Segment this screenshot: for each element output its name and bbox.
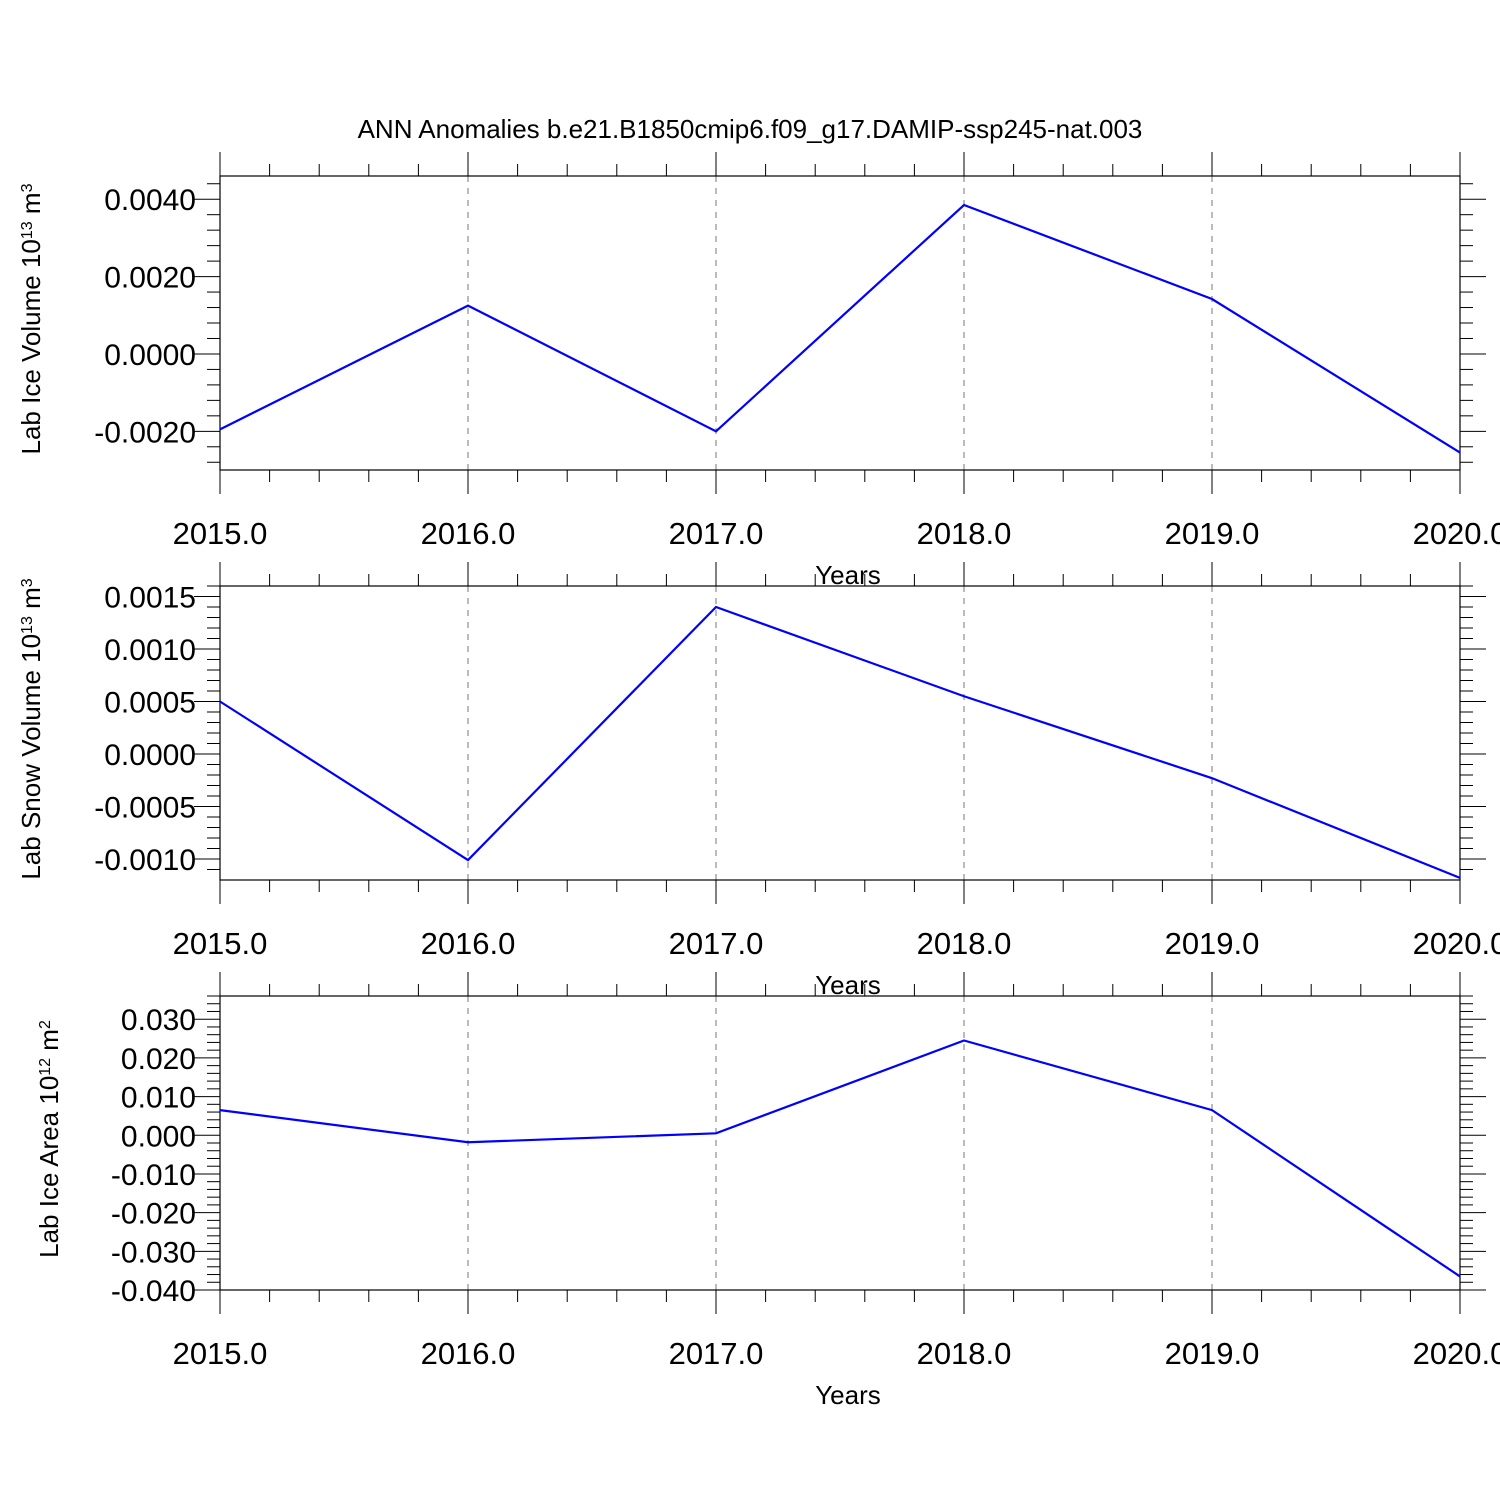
x-tick-label: 2015.0 [173, 926, 268, 961]
x-tick-label: 2016.0 [421, 1336, 516, 1371]
y-tick-label: 0.0040 [104, 184, 196, 217]
x-tick-label: 2016.0 [421, 926, 516, 961]
figure-title: ANN Anomalies b.e21.B1850cmip6.f09_g17.D… [358, 114, 1143, 144]
y-axis-title-superscript: 3 [19, 183, 36, 192]
y-tick-label: -0.0010 [94, 844, 196, 877]
x-axis-title: Years [815, 970, 881, 1000]
y-tick-label: 0.0005 [104, 687, 196, 720]
y-axis-title-part: Lab Ice Volume 10 [16, 239, 46, 454]
y-tick-label: -0.010 [111, 1159, 196, 1192]
y-tick-label: 0.0015 [104, 582, 196, 615]
y-tick-label: 0.000 [121, 1120, 196, 1153]
x-tick-label: 2017.0 [669, 516, 764, 551]
y-axis-title-superscript: 3 [19, 578, 36, 587]
x-axis-title: Years [815, 1380, 881, 1410]
y-axis-title: Lab Ice Volume 1013 m3 [16, 183, 46, 454]
y-tick-label: 0.0000 [104, 739, 196, 772]
y-tick-label: 0.0020 [104, 262, 196, 295]
y-axis-title-part: Lab Snow Volume 10 [16, 634, 46, 880]
y-axis-title-superscript: 12 [37, 1058, 54, 1076]
y-axis-title: Lab Snow Volume 1013 m3 [16, 578, 46, 879]
y-axis-title-part: m [34, 1029, 64, 1058]
panel-2: 2015.0 2016.0 2017.0 2018.0 2019.0 2020.0 -0.0… [16, 562, 1500, 1000]
x-tick-label: 2019.0 [1165, 926, 1260, 961]
x-tick-label: 2018.0 [917, 516, 1012, 551]
y-tick-label: 0.0010 [104, 634, 196, 667]
plot-frame [219, 175, 1461, 471]
x-tick-label: 2015.0 [173, 1336, 268, 1371]
x-tick-label: 2019.0 [1165, 1336, 1260, 1371]
x-tick-label: 2017.0 [669, 926, 764, 961]
x-axis-title: Years [815, 560, 881, 590]
y-axis-title-superscript: 13 [19, 221, 36, 239]
y-tick-label: 0.010 [121, 1082, 196, 1115]
panel-1: 2015.0 2016.0 2017.0 2018.0 2019.0 2020.0 -0.0… [16, 152, 1500, 590]
x-tick-label: 2020.0 [1413, 1336, 1500, 1371]
plot-frame [219, 585, 1461, 881]
y-tick-label: -0.020 [111, 1198, 196, 1231]
series-line [219, 1039, 1461, 1278]
y-tick-label: -0.040 [111, 1275, 196, 1308]
y-axis-title-superscript: 2 [37, 1020, 54, 1029]
x-tick-label: 2015.0 [173, 516, 268, 551]
y-axis-title-part: m [16, 587, 46, 616]
y-axis-title-part: Lab Ice Area 10 [34, 1076, 64, 1258]
x-tick-label: 2018.0 [917, 926, 1012, 961]
y-tick-label: -0.0005 [94, 792, 196, 825]
x-tick-label: 2018.0 [917, 1336, 1012, 1371]
y-axis-title-superscript: 13 [19, 616, 36, 634]
x-tick-label: 2020.0 [1413, 926, 1500, 961]
x-tick-label: 2019.0 [1165, 516, 1260, 551]
y-axis-title-part: m [16, 192, 46, 221]
plot-frame [219, 995, 1461, 1291]
x-tick-label: 2020.0 [1413, 516, 1500, 551]
x-tick-label: 2016.0 [421, 516, 516, 551]
y-axis-title: Lab Ice Area 1012 m2 [34, 1020, 64, 1258]
y-tick-label: -0.0020 [94, 416, 196, 449]
panel-3: 2015.0 2016.0 2017.0 2018.0 2019.0 2020.0 -0.0… [34, 972, 1500, 1410]
y-tick-label: -0.030 [111, 1236, 196, 1269]
y-tick-label: 0.020 [121, 1043, 196, 1076]
series-line [219, 605, 1461, 879]
y-tick-label: 0.0000 [104, 339, 196, 372]
x-tick-label: 2017.0 [669, 1336, 764, 1371]
series-line [219, 203, 1461, 454]
y-tick-label: 0.030 [121, 1004, 196, 1037]
